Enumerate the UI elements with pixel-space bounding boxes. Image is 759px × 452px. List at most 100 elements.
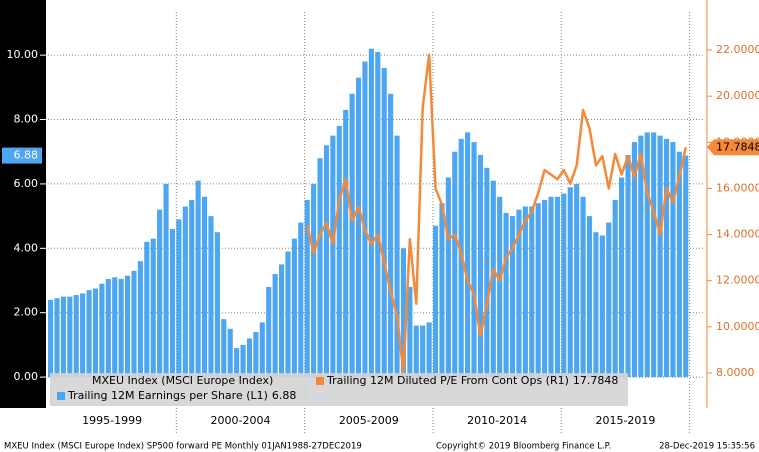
bar: [362, 61, 368, 378]
y2-tick-label: 8.0000: [716, 366, 755, 379]
bar: [381, 68, 387, 378]
bar: [522, 206, 528, 378]
last-value-label: 17.7848: [716, 140, 759, 153]
bar: [298, 222, 304, 378]
bar: [253, 332, 259, 378]
legend-title: MXEU Index (MSCI Europe Index): [92, 374, 273, 387]
bar: [157, 209, 163, 378]
bar: [311, 183, 317, 378]
bar: [439, 203, 445, 378]
bar: [657, 135, 663, 378]
bar: [144, 241, 150, 378]
bar: [285, 251, 291, 378]
y-tick-label: 2.00: [14, 306, 39, 319]
bar: [625, 154, 631, 378]
bar: [580, 196, 586, 378]
bar: [535, 203, 541, 378]
bar: [413, 325, 419, 378]
bar: [574, 183, 580, 378]
legend-name: Trailing 12M Diluted P/E From Cont Ops (…: [326, 374, 569, 387]
bar: [99, 283, 105, 378]
y2-tick-label: 22.0000: [716, 43, 759, 56]
bar: [336, 125, 342, 378]
y2-tick-label: 14.0000: [716, 228, 759, 241]
bar: [201, 196, 208, 378]
bar: [683, 155, 689, 378]
bar: [291, 238, 297, 378]
bar: [426, 322, 432, 378]
y-tick-label: 4.00: [14, 241, 39, 254]
bar: [124, 275, 131, 378]
bar: [182, 206, 188, 378]
footer-right: 28-Dec-2019 15:35:56: [659, 442, 755, 452]
legend-swatch: [57, 392, 65, 400]
line: [305, 53, 687, 375]
bar: [631, 142, 637, 378]
bar: [234, 348, 240, 378]
bar: [92, 288, 99, 378]
legend-entry: Trailing 12M Diluted P/E From Cont Ops (…: [326, 374, 618, 387]
bar: [48, 299, 54, 378]
bar: [619, 177, 625, 378]
y2-tick-label: 12.0000: [716, 274, 759, 287]
period-label: 2005-2009: [339, 414, 399, 427]
bar: [195, 180, 201, 378]
bar: [407, 286, 413, 378]
bar: [490, 180, 496, 378]
bar: [304, 200, 310, 378]
bar: [606, 222, 612, 378]
bar: [323, 145, 330, 378]
period-label: 2010-2014: [467, 414, 527, 427]
bar: [445, 177, 451, 378]
bar: [651, 132, 657, 378]
period-label: 1995-1999: [82, 414, 142, 427]
bar: [644, 132, 650, 378]
bar: [394, 135, 400, 378]
bar: [131, 270, 137, 378]
y-tick-label: 8.00: [14, 113, 39, 126]
bar: [484, 167, 490, 378]
period-label: 2015-2019: [595, 414, 655, 427]
y-tick-label: 6.00: [14, 177, 39, 190]
bar: [586, 216, 593, 378]
bar: [509, 216, 516, 378]
bar: [567, 187, 573, 378]
legend-box: [50, 373, 628, 406]
y-tick-label: 0.00: [14, 370, 39, 383]
y-tick-label: 10.00: [7, 48, 39, 61]
bar: [272, 274, 278, 378]
y2-tick-label: 10.0000: [716, 320, 759, 333]
bar: [118, 278, 124, 378]
bar: [388, 93, 394, 378]
legend-swatch: [316, 377, 324, 385]
bar: [137, 261, 143, 378]
legend-name: Trailing 12M Earnings per Share (L1): [67, 389, 268, 402]
bar: [163, 183, 169, 378]
left-axis-panel: [0, 0, 46, 408]
footer-center: Copyright© 2019 Bloomberg Finance L.P.: [436, 442, 611, 452]
bar: [599, 235, 605, 378]
bar: [317, 158, 323, 378]
y2-tick-label: 20.0000: [716, 89, 759, 102]
bar: [221, 319, 227, 378]
bar: [278, 264, 285, 378]
bar: [638, 135, 644, 378]
period-label: 2000-2004: [210, 414, 270, 427]
bar: [400, 248, 407, 378]
bar: [432, 225, 439, 378]
bar: [330, 135, 336, 378]
legend-value: 6.88: [272, 389, 297, 402]
bar: [214, 232, 220, 378]
bar: [529, 206, 535, 378]
bar: [189, 200, 195, 378]
bar: [259, 322, 265, 378]
bar: [176, 219, 182, 378]
bar: [554, 196, 560, 378]
bar: [343, 109, 349, 378]
bar: [420, 325, 426, 378]
bar: [112, 277, 118, 378]
footer-left: MXEU Index (MSCI Europe Index) SP500 for…: [4, 442, 362, 452]
bar: [497, 196, 503, 378]
last-value-label: 6.88: [14, 149, 39, 162]
